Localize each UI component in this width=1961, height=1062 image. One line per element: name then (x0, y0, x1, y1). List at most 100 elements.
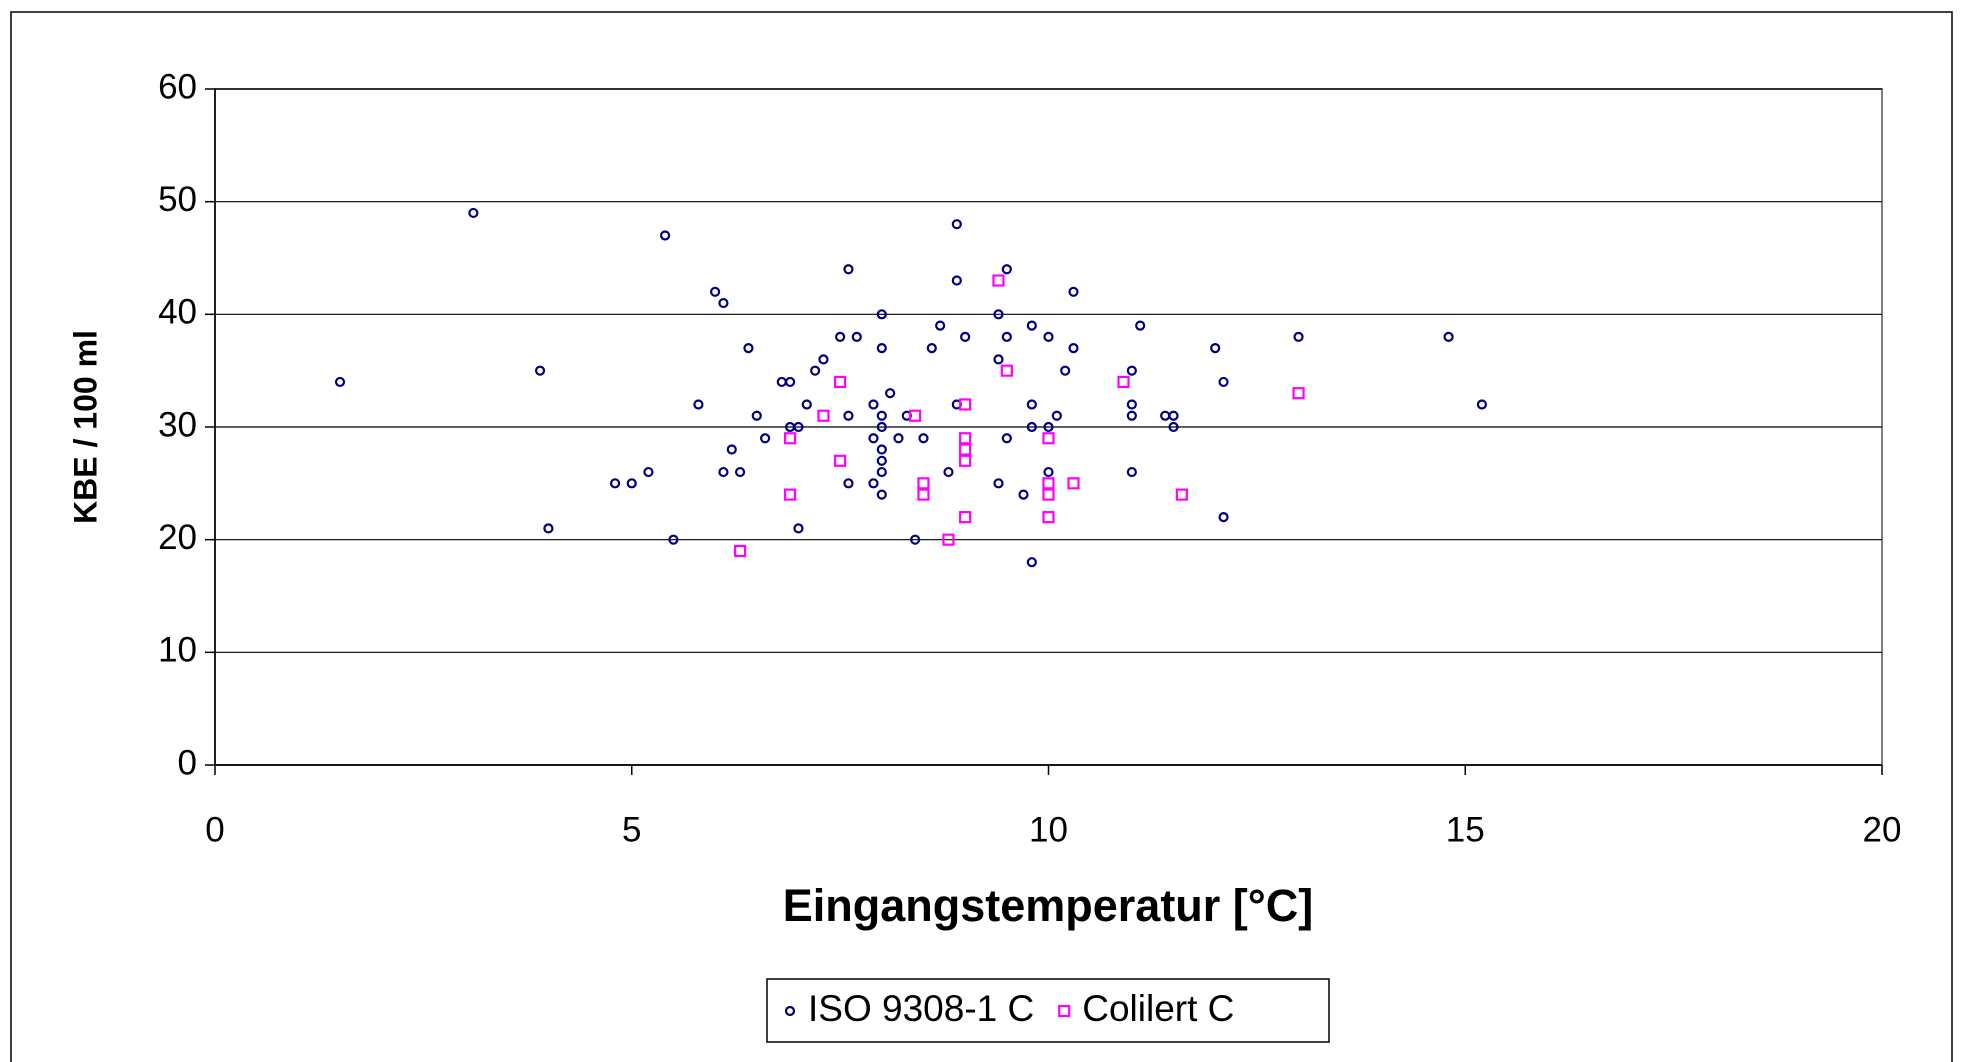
legend-label: Colilert C (1082, 988, 1234, 1029)
y-tick-label: 30 (158, 405, 197, 444)
point (810, 365, 821, 376)
point (993, 478, 1004, 489)
point (668, 534, 679, 545)
point (1218, 376, 1229, 388)
point (959, 511, 972, 524)
x-axis-title: Eingangstemperatur [°C] (783, 880, 1314, 931)
point (909, 409, 922, 422)
y-tick-label: 20 (158, 518, 197, 557)
point (643, 466, 654, 478)
point (1067, 477, 1080, 490)
point (1043, 466, 1054, 478)
point (1001, 433, 1012, 444)
point (468, 207, 479, 219)
point (943, 466, 954, 478)
point (626, 478, 637, 489)
point (1042, 511, 1055, 524)
x-tick-label: 15 (1446, 810, 1485, 849)
point (709, 286, 721, 297)
point (743, 343, 754, 354)
point (793, 523, 804, 534)
point (893, 433, 904, 444)
point (1026, 399, 1037, 410)
legend-box (766, 978, 1330, 1043)
point (992, 274, 1005, 287)
point (834, 375, 847, 389)
point (959, 443, 972, 456)
point (951, 275, 962, 286)
x-tick-label: 5 (622, 810, 641, 849)
point (876, 444, 887, 455)
point (1018, 489, 1029, 500)
point (1043, 421, 1054, 433)
point (751, 410, 762, 421)
point (942, 533, 955, 546)
point (926, 343, 937, 354)
point (868, 399, 879, 410)
point (1126, 399, 1137, 410)
point (1000, 364, 1013, 377)
point (993, 354, 1004, 365)
x-tick-label: 10 (1029, 810, 1068, 849)
point (1126, 365, 1137, 376)
point (868, 478, 879, 489)
point (876, 466, 887, 478)
point (917, 477, 930, 490)
point (1001, 331, 1012, 342)
point (1060, 365, 1071, 376)
point (1293, 331, 1304, 342)
point (1168, 410, 1179, 421)
point (734, 544, 747, 558)
point (843, 410, 854, 421)
legend-marker (1058, 1004, 1071, 1018)
y-tick-label: 60 (158, 67, 197, 106)
point (876, 489, 887, 500)
point (785, 376, 796, 388)
point (1026, 557, 1037, 568)
point (334, 376, 346, 388)
point (876, 410, 887, 421)
point (1443, 331, 1454, 342)
point (851, 331, 862, 342)
point (817, 409, 830, 422)
point (876, 421, 887, 433)
y-tick-label: 0 (178, 743, 197, 782)
point (609, 478, 621, 489)
point (876, 455, 887, 466)
point (917, 488, 930, 501)
point (735, 466, 746, 478)
point (1042, 432, 1055, 445)
point (1026, 320, 1037, 331)
point (1042, 488, 1055, 501)
point (834, 454, 847, 467)
point (1175, 488, 1188, 501)
point (959, 398, 972, 411)
point (959, 432, 972, 445)
point (718, 297, 729, 309)
point (784, 488, 797, 501)
point (868, 433, 879, 444)
point (1026, 421, 1037, 433)
point (1043, 331, 1054, 342)
point (1292, 387, 1305, 400)
point (843, 264, 854, 275)
point (718, 466, 729, 478)
point (1126, 410, 1137, 421)
point (1001, 264, 1012, 275)
point (959, 454, 972, 467)
point (760, 433, 771, 444)
point (910, 534, 921, 545)
legend-label: ISO 9308-1 C (808, 988, 1034, 1029)
point (784, 432, 797, 445)
y-tick-label: 10 (158, 631, 197, 670)
y-tick-label: 50 (158, 180, 197, 219)
point (1042, 477, 1055, 490)
point (935, 320, 946, 331)
point (793, 421, 804, 433)
point (1168, 421, 1179, 433)
point (726, 444, 737, 455)
point (659, 230, 671, 241)
x-tick-label: 20 (1863, 810, 1902, 849)
point (534, 365, 546, 376)
